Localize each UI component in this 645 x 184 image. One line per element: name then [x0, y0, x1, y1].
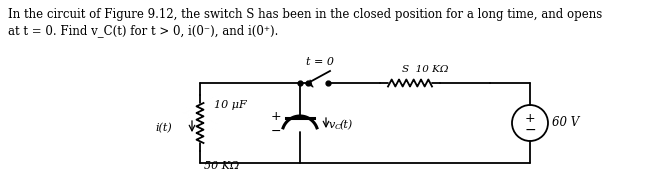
Text: C: C: [335, 123, 341, 131]
Text: In the circuit of Figure 9.12, the switch S has been in the closed position for : In the circuit of Figure 9.12, the switc…: [8, 8, 602, 21]
Text: 60 V: 60 V: [552, 116, 579, 130]
Text: v: v: [329, 120, 335, 130]
Text: +: +: [270, 111, 281, 123]
Text: 50 KΩ: 50 KΩ: [204, 161, 239, 171]
Text: at t = 0. Find v_C(t) for t > 0, i(0⁻), and i(0⁺).: at t = 0. Find v_C(t) for t > 0, i(0⁻), …: [8, 24, 279, 37]
Text: (t): (t): [340, 120, 353, 130]
Text: i(t): i(t): [155, 123, 172, 133]
Text: t = 0: t = 0: [306, 57, 334, 67]
Text: S  10 KΩ: S 10 KΩ: [402, 65, 448, 74]
Text: −: −: [524, 123, 536, 137]
Text: −: −: [270, 125, 281, 137]
Text: +: +: [524, 112, 535, 125]
Text: 10 μF: 10 μF: [214, 100, 247, 110]
